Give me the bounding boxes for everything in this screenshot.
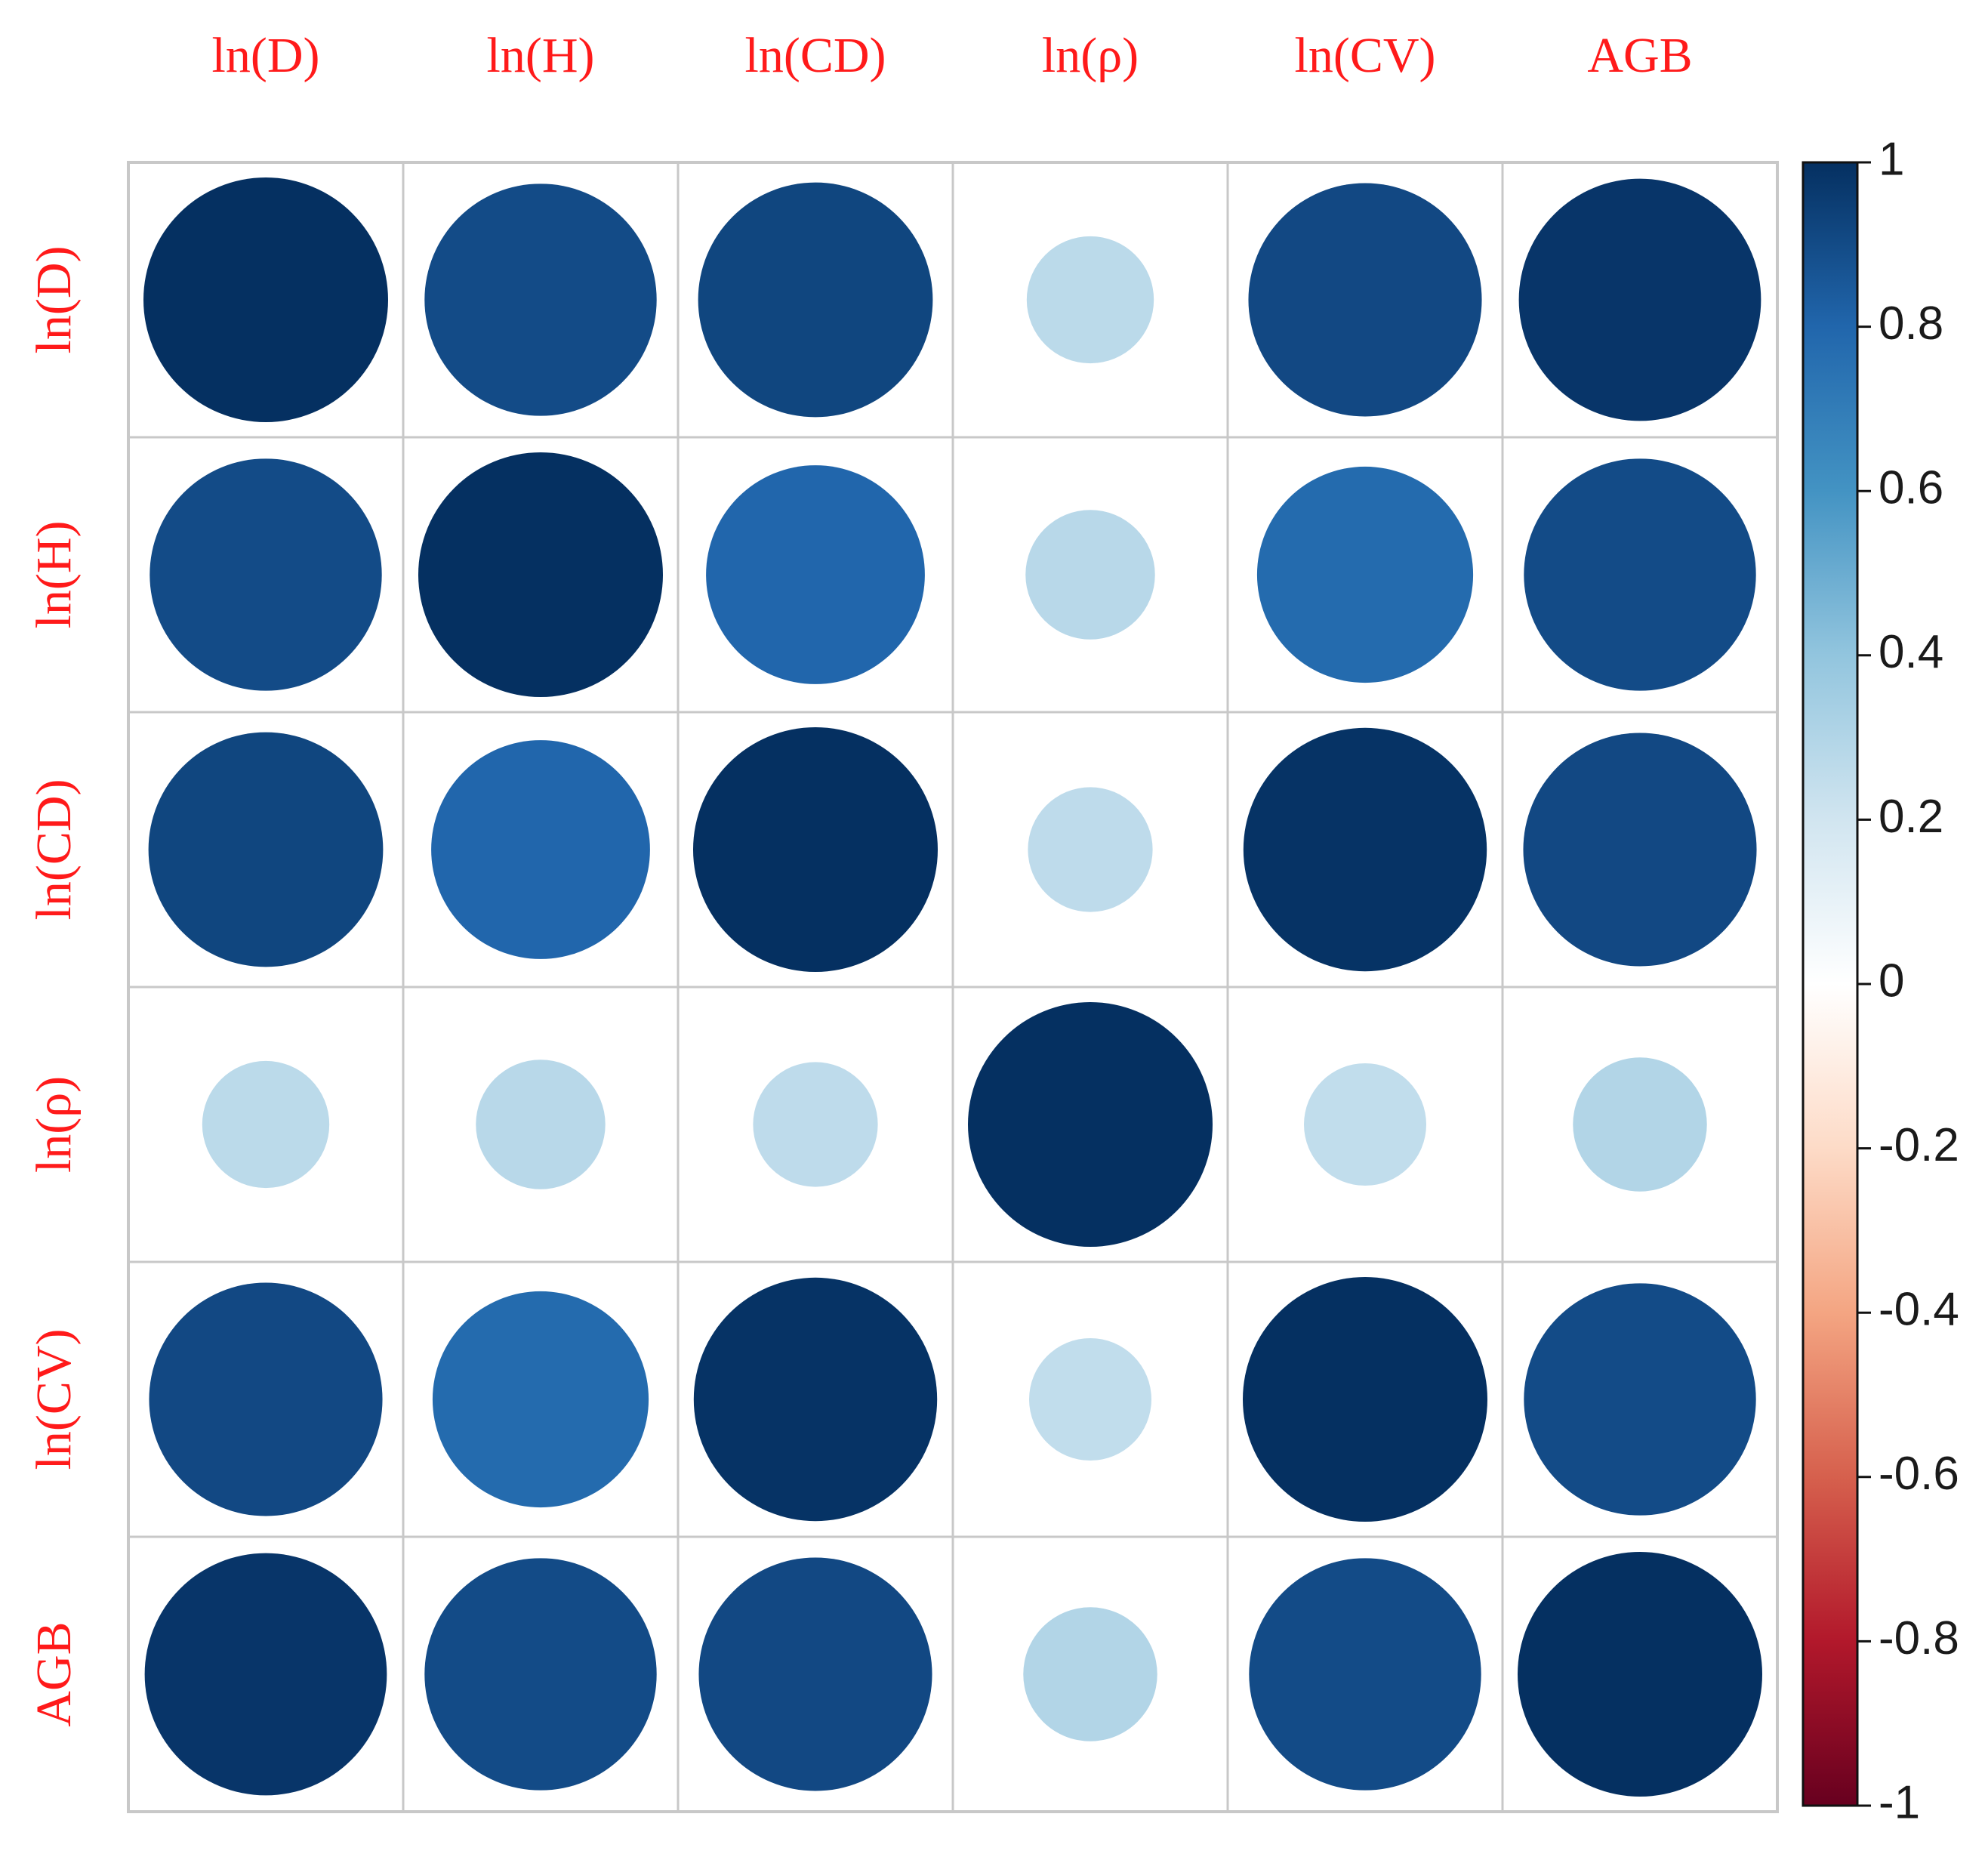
colorbar-ticks: 1 0.8 0.6 0.4 0.2 0 -0.2 -0.4 -0.6 -0.8 -1 [1857,133,1959,1828]
col-label-ln-rho: ln(ρ) [1042,28,1139,83]
colorbar-tick-label: -0.2 [1879,1119,1959,1171]
colorbar-tick-label: -1 [1879,1776,1920,1828]
corr-circle-ln-rho-ln-d [202,1060,330,1189]
column-labels: ln(D) ln(H) ln(CD) ln(ρ) ln(CV) AGB [212,28,1693,83]
corr-circle-ln-d-ln-h [424,184,657,416]
corr-circle-ln-h-ln-cv [1256,466,1474,683]
corr-circle-ln-cd-ln-rho [1028,787,1153,912]
row-label-ln-cd: ln(CD) [26,779,82,921]
col-label-ln-cd: ln(CD) [745,28,886,83]
corr-circle-ln-cd-ln-cd [693,727,938,972]
colorbar: 1 0.8 0.6 0.4 0.2 0 -0.2 -0.4 -0.6 -0.8 -1 [1802,133,1959,1828]
row-label-ln-h: ln(H) [26,521,82,629]
corr-circle-agb-agb [1518,1552,1762,1797]
corr-circle-ln-rho-ln-h [476,1060,606,1189]
corr-circle-ln-rho-agb [1573,1057,1707,1192]
col-label-ln-d: ln(D) [212,28,320,83]
col-label-ln-cv: ln(CV) [1295,28,1436,83]
corr-circle-ln-rho-ln-cv [1304,1063,1426,1186]
colorbar-tick-label: 0.6 [1879,462,1943,514]
corr-circle-ln-h-ln-cd [706,465,925,684]
row-label-ln-rho: ln(ρ) [26,1076,82,1173]
colorbar-tick-label: 1 [1879,133,1904,185]
corr-circle-ln-d-ln-rho [1026,236,1154,364]
corr-circle-ln-h-ln-d [149,458,382,691]
row-label-agb: AGB [26,1621,82,1726]
corr-circle-ln-cd-ln-cv [1243,727,1487,972]
colorbar-tick-label: 0.2 [1879,791,1943,843]
col-label-ln-h: ln(H) [487,28,595,83]
corr-circle-agb-ln-rho [1023,1607,1157,1741]
colorbar-tick-label: 0.8 [1879,298,1943,350]
corr-circle-ln-h-ln-h [418,452,663,697]
colorbar-tick-label: -0.6 [1879,1448,1959,1500]
row-labels: ln(D) ln(H) ln(CD) ln(ρ) ln(CV) AGB [26,246,82,1727]
corr-circle-ln-cd-agb [1523,733,1757,967]
corr-circle-ln-cd-ln-d [148,732,384,967]
corr-circle-ln-d-agb [1518,178,1761,421]
colorbar-tick-label: -0.4 [1879,1284,1959,1336]
corr-circle-ln-rho-ln-cd [753,1062,878,1187]
corr-circle-ln-cv-ln-rho [1029,1338,1151,1461]
colorbar-gradient [1802,161,1859,1807]
colorbar-tick-label: -0.8 [1879,1612,1959,1664]
corr-circle-ln-rho-ln-rho [968,1002,1213,1247]
matrix-grid [127,161,1779,1813]
corr-circle-ln-cv-ln-d [149,1282,383,1516]
corr-circle-ln-cd-ln-h [431,740,650,959]
corr-circle-agb-ln-h [424,1558,657,1791]
colorbar-tick-label: 0 [1879,955,1904,1007]
row-label-ln-d: ln(D) [26,246,82,354]
corr-circle-agb-ln-d [144,1553,387,1796]
corr-circle-agb-ln-cd [698,1557,932,1791]
corr-circle-ln-h-agb [1524,458,1756,691]
row-label-ln-cv: ln(CV) [26,1329,82,1470]
corr-circle-ln-d-ln-cv [1248,183,1482,417]
corr-circle-ln-cv-agb [1524,1283,1756,1516]
corr-circle-ln-d-ln-cd [698,182,933,418]
col-label-agb: AGB [1587,28,1692,83]
corr-circle-ln-d-ln-d [143,177,388,422]
colorbar-tick-label: 0.4 [1879,626,1943,678]
corr-circle-ln-cv-ln-cd [693,1277,938,1522]
corr-circle-agb-ln-cv [1249,1558,1481,1791]
corr-circle-ln-cv-ln-cv [1243,1277,1487,1522]
corr-circle-ln-h-ln-rho [1025,510,1155,640]
correlation-circles [143,177,1762,1797]
corr-circle-ln-cv-ln-h [432,1291,649,1508]
